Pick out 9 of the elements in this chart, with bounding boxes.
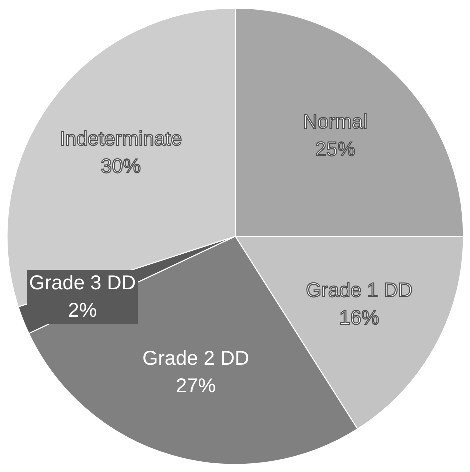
slice-label: Normal — [303, 111, 368, 134]
slice-label: Grade 3 DD — [29, 272, 136, 294]
slice-label: Grade 1 DD — [306, 280, 413, 302]
data-label: 2% — [68, 300, 98, 322]
data-label: 30% — [101, 156, 142, 178]
slice-label: Indeterminate — [60, 128, 182, 150]
data-label: 16% — [339, 308, 380, 330]
data-label: 27% — [176, 376, 216, 398]
slice-label: Grade 2 DD — [142, 348, 250, 370]
